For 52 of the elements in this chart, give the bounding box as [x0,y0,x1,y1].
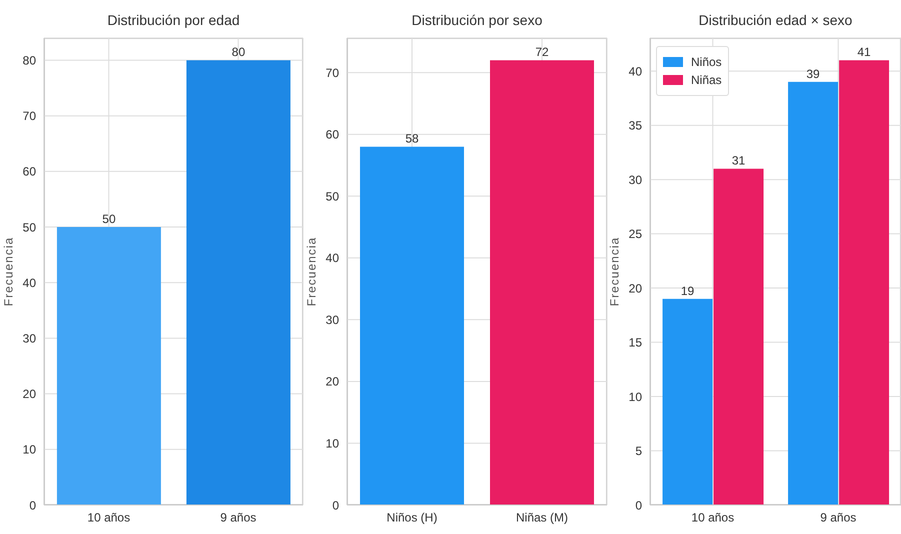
data-label: 58 [405,132,419,146]
y-tick-label: 50 [326,189,340,204]
data-label: 31 [732,154,746,168]
x-tick-label: 9 años [220,510,256,525]
x-tick-label: 9 años [820,510,856,525]
x-tick-label: 10 años [87,510,130,525]
legend-label: Niñas [691,73,722,87]
legend-label: Niños [691,55,722,69]
y-tick-label: 5 [635,444,642,458]
y-tick-label: 70 [326,66,340,80]
y-tick-label: 0 [29,498,36,512]
data-label: 39 [806,66,820,81]
chart-title: Distribución edad × sexo [698,12,854,28]
bar [788,82,838,505]
bar [839,60,890,505]
data-label: 41 [857,45,872,60]
y-tick-label: 0 [635,498,642,512]
y-tick-label: 40 [22,276,36,290]
y-axis-title: Frecuencia [607,236,622,306]
y-tick-label: 20 [22,387,36,402]
y-tick-label: 35 [628,118,642,133]
y-tick-label: 10 [22,442,36,457]
y-tick-label: 60 [326,128,340,142]
y-tick-label: 10 [628,390,642,404]
y-tick-label: 0 [332,498,340,512]
bar [662,298,713,505]
data-label: 19 [680,284,695,298]
y-tick-label: 25 [628,227,642,242]
y-tick-label: 15 [628,336,642,350]
data-label: 50 [102,212,116,226]
y-axis-title: Frecuencia [304,236,318,306]
y-tick-label: 30 [326,312,340,327]
y-tick-label: 50 [22,220,36,234]
x-tick-label: Niños (H) [386,510,438,525]
y-tick-label: 30 [628,172,642,187]
y-tick-label: 60 [22,164,36,179]
data-label: 72 [535,45,549,60]
y-tick-label: 40 [326,251,340,266]
x-tick-label: 10 años [691,510,734,525]
y-tick-label: 30 [22,331,36,346]
y-tick-label: 10 [326,436,340,450]
y-tick-label: 70 [22,109,36,124]
bar [714,168,764,505]
chart-title: Distribución por sexo [410,12,544,28]
y-tick-label: 40 [628,64,642,78]
y-axis-title: Frecuencia [1,236,16,306]
y-tick-label: 80 [22,54,36,68]
chart-title: Distribución por edad [106,12,241,28]
data-label: 80 [232,45,246,60]
y-tick-label: 20 [326,374,340,389]
x-tick-label: Niñas (M) [516,510,568,525]
y-tick-label: 20 [628,281,642,296]
